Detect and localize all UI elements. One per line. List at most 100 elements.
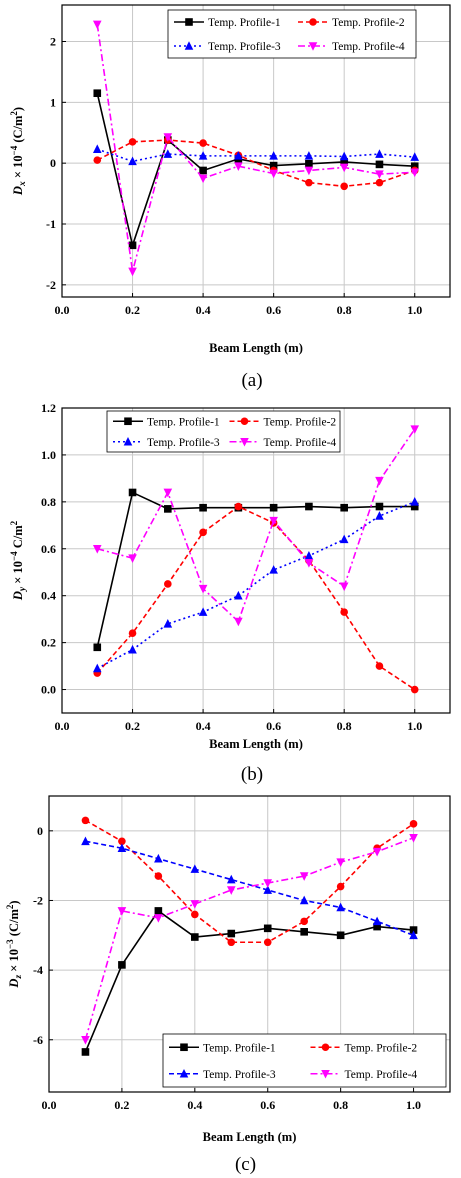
data-point <box>375 170 384 179</box>
legend-label: Temp. Profile-4 <box>332 41 405 53</box>
data-point <box>234 162 243 172</box>
data-point <box>154 872 163 880</box>
y-axis-label-part: × 10 <box>11 155 25 181</box>
x-tick-label: 0.6 <box>266 719 281 733</box>
data-point <box>269 565 278 574</box>
data-point <box>163 619 173 628</box>
data-point <box>128 629 137 638</box>
y-tick-label: 1 <box>50 95 56 109</box>
legend-marker <box>179 1068 189 1078</box>
data-point <box>410 685 419 694</box>
x-tick-label: 1.0 <box>406 1098 421 1112</box>
data-point <box>81 1048 90 1056</box>
x-tick-label: 0.0 <box>42 1098 57 1112</box>
data-point <box>164 505 172 513</box>
x-tick-label: 0.2 <box>125 303 140 317</box>
data-point <box>163 133 173 142</box>
y-axis-label-part: D <box>11 186 25 196</box>
data-point <box>191 933 199 941</box>
data-point <box>375 662 384 670</box>
data-point <box>336 858 345 867</box>
y-axis-label: Dy × 10−4 C/m2 <box>9 520 28 601</box>
data-point <box>375 476 384 486</box>
data-point <box>128 644 137 654</box>
y-axis-label-part: y <box>18 586 28 592</box>
y-tick-label: -1 <box>46 217 56 231</box>
y-axis-label: Dz × 10−3 (C/m2) <box>5 900 24 988</box>
data-point <box>191 910 199 919</box>
data-point <box>300 928 308 936</box>
data-point <box>410 497 420 506</box>
data-point <box>340 158 348 166</box>
legend-marker <box>308 42 318 51</box>
data-point <box>154 907 163 915</box>
legend-label: Temp. Profile-2 <box>264 416 337 428</box>
data-point <box>227 938 236 947</box>
y-axis-label-part: (C/m <box>7 909 21 940</box>
legend-box <box>162 1033 447 1088</box>
data-point <box>269 169 278 179</box>
data-point <box>190 864 200 873</box>
data-point <box>375 502 384 511</box>
x-axis-label: Beam Length (m) <box>203 1130 297 1144</box>
legend-label: Temp. Profile-2 <box>345 1042 418 1054</box>
legend-marker <box>321 1043 330 1052</box>
data-point <box>299 895 309 905</box>
data-point <box>226 886 236 895</box>
y-axis-label-part: × 10 <box>11 561 25 587</box>
y-tick-label: -2 <box>46 278 56 292</box>
legend-marker <box>185 18 193 26</box>
legend-box <box>167 9 417 59</box>
data-point <box>164 580 172 588</box>
data-point <box>375 178 384 187</box>
data-point <box>128 241 137 250</box>
data-point <box>269 503 278 512</box>
data-point <box>199 139 207 147</box>
legend-label: Temp. Profile-1 <box>208 17 281 29</box>
y-axis-label-part: ) <box>11 107 25 111</box>
data-point <box>81 836 90 846</box>
legend-label: Temp. Profile-1 <box>147 416 220 428</box>
data-point <box>198 584 208 594</box>
series-line <box>97 148 415 163</box>
data-point <box>92 544 102 554</box>
data-point <box>199 503 207 512</box>
data-point <box>305 502 313 511</box>
data-point <box>163 149 173 158</box>
data-point <box>92 20 102 30</box>
legend-marker <box>123 436 133 446</box>
data-point <box>128 267 137 277</box>
data-point <box>372 916 382 926</box>
data-point <box>410 425 420 434</box>
x-tick-label: 0.4 <box>187 1098 202 1112</box>
data-point <box>375 160 384 169</box>
series-line <box>96 501 416 670</box>
data-point <box>339 151 349 161</box>
legend-label: Temp. Profile-4 <box>345 1069 418 1081</box>
legend-label: Temp. Profile-1 <box>203 1042 276 1054</box>
x-tick-label: 0.8 <box>337 719 352 733</box>
series-line <box>96 505 416 691</box>
y-tick-label: -2 <box>33 893 43 907</box>
panel-c: 0.0 0.2 0.4 0.6 0.8 1.0 -6 -4 -2 0 Temp. Profile-1… <box>5 795 451 1175</box>
y-axis-label-part: −4 <box>9 551 19 561</box>
data-point <box>410 168 420 178</box>
data-point <box>81 816 90 825</box>
data-point <box>340 503 348 512</box>
y-tick-label: 1.0 <box>41 448 56 462</box>
panel-caption: (b) <box>241 764 263 785</box>
y-axis-label-part: z <box>14 975 24 980</box>
data-point <box>339 582 349 592</box>
x-tick-label: 0.0 <box>55 303 70 317</box>
data-point <box>154 914 163 923</box>
data-point <box>227 929 236 938</box>
data-point <box>263 885 273 894</box>
y-tick-label: 0.6 <box>41 542 56 556</box>
data-point <box>198 174 208 184</box>
data-point <box>128 156 137 166</box>
y-tick-label: 0.0 <box>41 683 56 697</box>
panel-b: 0.0 0.2 0.4 0.6 0.8 1.0 0.0 0.2 0.4 0.6 0.8 1.0 1.2 T… <box>9 401 451 785</box>
data-point <box>269 151 278 160</box>
data-point <box>190 900 200 909</box>
data-point <box>234 590 243 600</box>
